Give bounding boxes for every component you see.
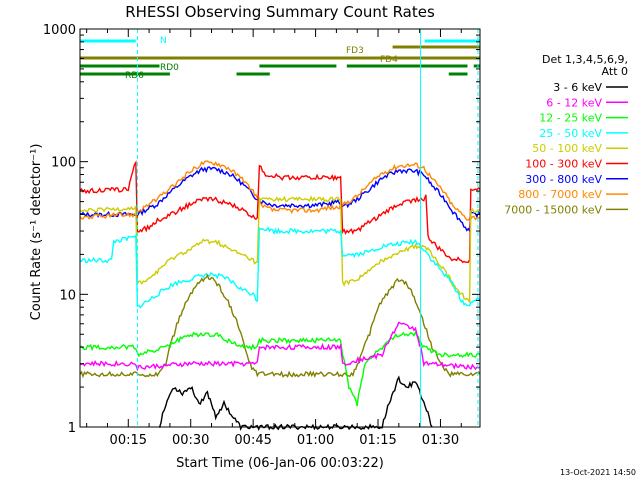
legend-label-300-800-kev: 300 - 800 keV	[525, 173, 602, 186]
flag-label-fd3: FD3	[346, 46, 364, 56]
legend-label-25-50-kev: 25 - 50 keV	[539, 127, 602, 140]
series-12-25-kev	[79, 330, 481, 407]
series-7000-15000-kev	[79, 273, 481, 379]
legend-label-6-12-kev: 6 - 12 keV	[546, 96, 602, 109]
flag-label-rd0: RD0	[160, 63, 179, 73]
y-tick-label: 10	[59, 288, 76, 303]
legend-header: Att 0	[602, 65, 628, 78]
legend-label-12-25-kev: 12 - 25 keV	[539, 112, 602, 125]
series-6-12-kev	[79, 321, 480, 372]
plot-frame	[79, 28, 481, 428]
legend-label-7000-15000-kev: 7000 - 15000 keV	[504, 203, 602, 216]
x-axis-label: Start Time (06-Jan-06 00:03:22)	[176, 456, 384, 471]
legend-label-100-300-kev: 100 - 300 keV	[525, 158, 602, 171]
y-axis-ticks: 1 10 100 1000	[43, 23, 480, 436]
legend-label-3-6-kev: 3 - 6 keV	[553, 81, 602, 94]
y-tick-label: 1	[68, 421, 76, 436]
y-tick-label: 1000	[43, 23, 76, 38]
legend-label-800-7000-kev: 800 - 7000 keV	[518, 188, 602, 201]
series-800-7000-kev	[79, 160, 481, 221]
legend: Det 1,3,4,5,6,9,Att 03 - 6 keV 6 - 12 keV…	[504, 53, 628, 216]
x-tick-label: 01:15	[359, 433, 396, 448]
event-markers	[136, 29, 479, 427]
series-25-50-kev	[79, 226, 481, 309]
y-axis-label: Count Rate (s⁻¹ detector⁻¹)	[29, 144, 44, 321]
flag-label-n: N	[160, 36, 167, 46]
flag-label-rd6: RD6	[125, 71, 144, 81]
instrument-flags: N FD3 FD4 RD0 RD6	[80, 36, 480, 81]
x-tick-label: 01:00	[297, 433, 334, 448]
date-stamp: 13-Oct-2021 14:50	[560, 468, 636, 477]
x-tick-label: 00:45	[234, 433, 271, 448]
x-tick-label: 00:30	[172, 433, 209, 448]
x-tick-label: 00:15	[110, 433, 147, 448]
legend-label-50-100-kev: 50 - 100 keV	[532, 142, 602, 155]
legend-header: Det 1,3,4,5,6,9,	[542, 53, 628, 66]
y-tick-label: 100	[51, 156, 76, 171]
x-axis-ticks: 00:15 00:30 00:45 01:00 01:15 01:30	[86, 29, 462, 448]
flag-label-fd4: FD4	[380, 55, 398, 65]
series-300-800-kev	[79, 166, 481, 234]
series-50-100-kev	[79, 195, 481, 303]
data-series	[79, 160, 481, 431]
series-100-300-kev	[79, 160, 481, 264]
x-tick-label: 01:30	[422, 433, 459, 448]
chart-title: RHESSI Observing Summary Count Rates	[125, 3, 435, 21]
